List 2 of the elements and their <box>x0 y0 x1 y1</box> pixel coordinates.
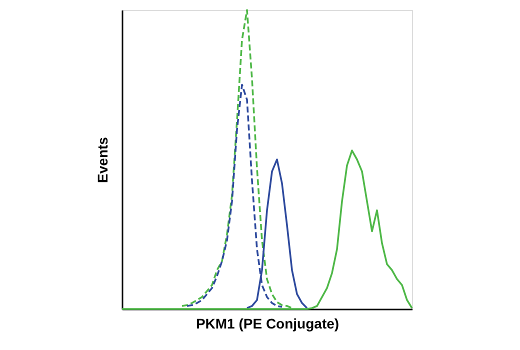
y-axis-title: Events <box>94 136 110 183</box>
x-axis-title: PKM1 (PE Conjugate) <box>196 316 340 332</box>
